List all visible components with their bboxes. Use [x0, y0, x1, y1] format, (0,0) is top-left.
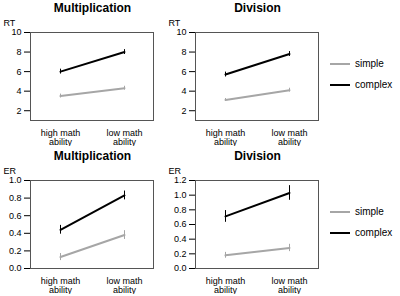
svg-text:ER: ER [4, 166, 17, 176]
svg-text:high mathability: high mathability [41, 276, 81, 294]
svg-text:2: 2 [181, 106, 186, 116]
svg-text:0.6: 0.6 [9, 211, 22, 221]
svg-text:low mathability: low mathability [106, 276, 142, 294]
svg-text:0.2: 0.2 [9, 246, 22, 256]
svg-text:low mathability: low mathability [271, 276, 307, 294]
svg-text:0.0: 0.0 [9, 263, 22, 273]
svg-text:2: 2 [16, 106, 21, 116]
svg-text:8: 8 [16, 47, 21, 57]
html-text:Division: Division [234, 149, 281, 163]
svg-text:1.0: 1.0 [9, 175, 22, 185]
svg-text:RT: RT [169, 18, 181, 28]
svg-text:high mathability: high mathability [206, 276, 246, 294]
svg-text:high mathability: high mathability [41, 128, 81, 146]
svg-text:8: 8 [181, 47, 186, 57]
html-text:Multiplication: Multiplication [53, 1, 132, 15]
svg-text:0.4: 0.4 [9, 228, 22, 238]
svg-text:low mathability: low mathability [106, 128, 142, 146]
html-text:simple: simple [355, 206, 384, 217]
html-text:Division: Division [234, 1, 281, 15]
svg-text:10: 10 [176, 27, 186, 37]
svg-text:0.4: 0.4 [174, 234, 187, 244]
svg-text:high mathability: high mathability [206, 128, 246, 146]
html-text:complex: complex [355, 79, 393, 90]
svg-text:ER: ER [169, 166, 182, 176]
svg-text:6: 6 [16, 66, 21, 76]
svg-text:0.6: 0.6 [174, 219, 187, 229]
svg-text:0.8: 0.8 [174, 205, 187, 215]
html-text:simple: simple [355, 58, 384, 69]
svg-text:4: 4 [16, 86, 21, 96]
svg-text:0.8: 0.8 [9, 193, 22, 203]
svg-text:4: 4 [181, 86, 186, 96]
svg-text:1.2: 1.2 [174, 175, 187, 185]
svg-text:RT: RT [4, 18, 16, 28]
svg-text:0.0: 0.0 [174, 263, 187, 273]
html-text:complex: complex [355, 227, 393, 238]
svg-text:1.0: 1.0 [174, 190, 187, 200]
svg-text:10: 10 [11, 27, 21, 37]
svg-text:0.2: 0.2 [174, 249, 187, 259]
svg-text:low mathability: low mathability [271, 128, 307, 146]
svg-text:6: 6 [181, 66, 186, 76]
html-text:Multiplication: Multiplication [53, 149, 132, 163]
